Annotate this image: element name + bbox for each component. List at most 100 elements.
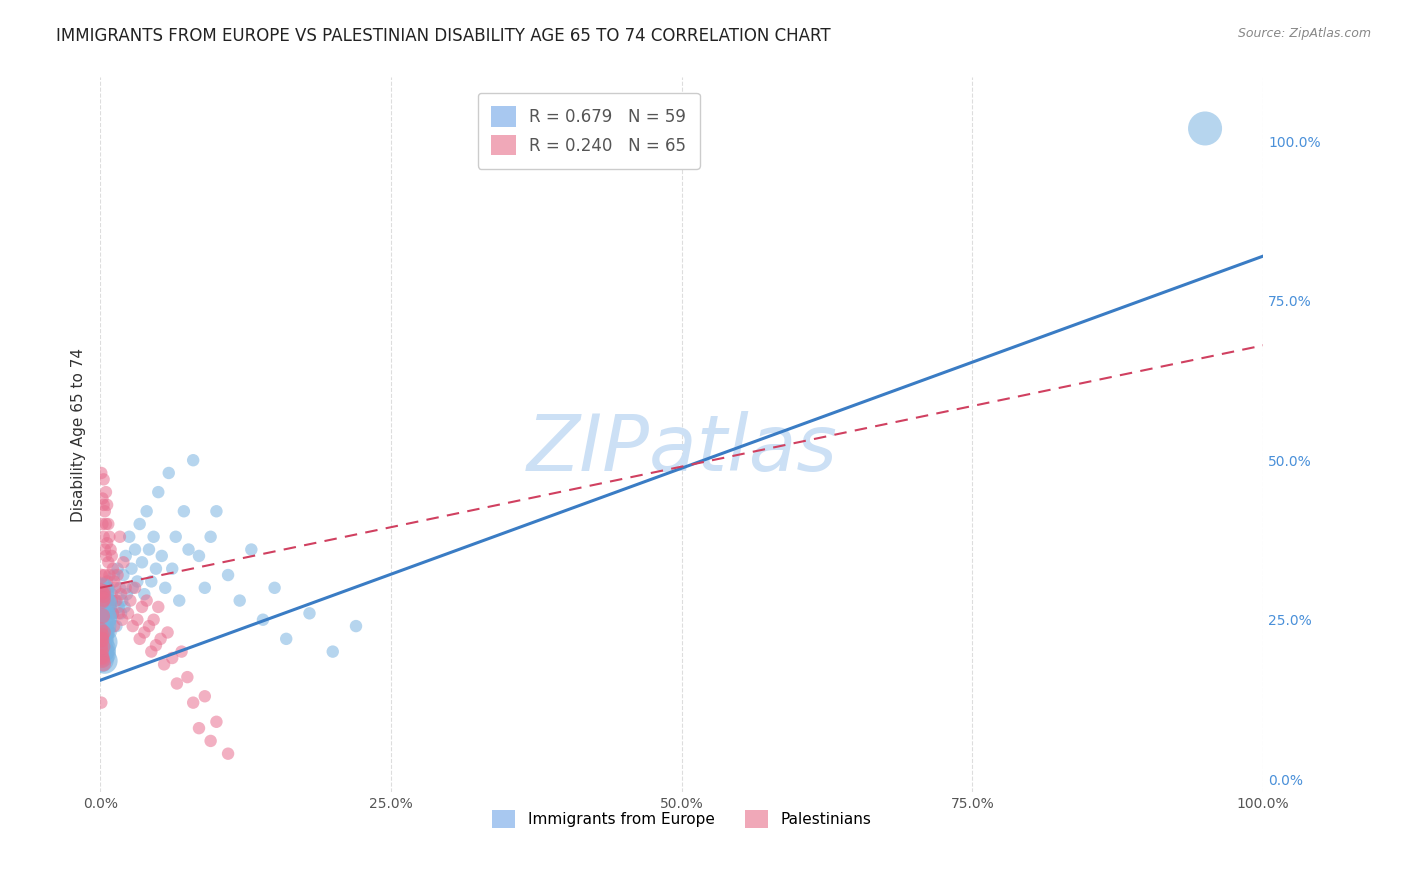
Point — [91, 632, 114, 646]
Point — [100, 593, 122, 607]
Point — [90, 629, 112, 643]
Point — [128, 516, 150, 531]
Point — [90, 644, 112, 658]
Point — [98, 530, 121, 544]
Point — [90, 583, 112, 598]
Point — [91, 647, 114, 661]
Point — [101, 562, 124, 576]
Point — [89, 623, 111, 637]
Point — [298, 607, 321, 621]
Point — [228, 593, 250, 607]
Point — [200, 734, 222, 748]
Point — [90, 466, 112, 480]
Point — [117, 607, 139, 621]
Point — [176, 670, 198, 684]
Point — [93, 618, 115, 632]
Point — [100, 542, 122, 557]
Point — [94, 504, 117, 518]
Point — [89, 583, 111, 598]
Point — [121, 619, 143, 633]
Point — [114, 599, 136, 614]
Point — [165, 530, 187, 544]
Point — [107, 568, 129, 582]
Point — [93, 597, 115, 611]
Point — [120, 593, 142, 607]
Point — [93, 657, 115, 671]
Point — [157, 466, 180, 480]
Point — [90, 569, 112, 583]
Point — [91, 516, 114, 531]
Point — [94, 542, 117, 557]
Point — [112, 555, 135, 569]
Point — [90, 623, 112, 637]
Point — [142, 530, 165, 544]
Point — [90, 628, 112, 642]
Point — [181, 453, 204, 467]
Point — [94, 485, 117, 500]
Text: ZIPatlas: ZIPatlas — [526, 411, 837, 487]
Point — [118, 530, 141, 544]
Point — [93, 635, 115, 649]
Point — [177, 542, 200, 557]
Point — [135, 504, 157, 518]
Point — [97, 555, 120, 569]
Text: Source: ZipAtlas.com: Source: ZipAtlas.com — [1237, 27, 1371, 40]
Point — [322, 645, 344, 659]
Point — [111, 593, 134, 607]
Point — [217, 747, 239, 761]
Point — [93, 530, 115, 544]
Point — [149, 632, 172, 646]
Point — [91, 595, 114, 609]
Point — [205, 504, 228, 518]
Point — [166, 676, 188, 690]
Point — [97, 581, 120, 595]
Point — [111, 613, 134, 627]
Point — [96, 536, 118, 550]
Point — [1194, 121, 1216, 136]
Point — [103, 574, 125, 589]
Point — [91, 608, 114, 623]
Point — [127, 574, 149, 589]
Point — [98, 568, 121, 582]
Point — [115, 587, 138, 601]
Point — [188, 721, 211, 735]
Point — [93, 613, 115, 627]
Point — [90, 633, 112, 648]
Point — [93, 588, 115, 602]
Point — [91, 625, 114, 640]
Point — [93, 472, 115, 486]
Point — [94, 516, 117, 531]
Point — [108, 581, 131, 595]
Point — [94, 593, 117, 607]
Point — [104, 581, 127, 595]
Point — [93, 654, 115, 668]
Point — [145, 638, 167, 652]
Point — [91, 584, 114, 599]
Point — [134, 587, 156, 601]
Point — [110, 587, 132, 601]
Point — [93, 610, 115, 624]
Point — [90, 696, 112, 710]
Point — [127, 613, 149, 627]
Point — [100, 549, 122, 563]
Point — [107, 599, 129, 614]
Point — [90, 645, 112, 659]
Point — [124, 581, 146, 595]
Point — [108, 530, 131, 544]
Point — [217, 568, 239, 582]
Point — [90, 635, 112, 649]
Point — [93, 592, 115, 607]
Text: IMMIGRANTS FROM EUROPE VS PALESTINIAN DISABILITY AGE 65 TO 74 CORRELATION CHART: IMMIGRANTS FROM EUROPE VS PALESTINIAN DI… — [56, 27, 831, 45]
Point — [263, 581, 285, 595]
Point — [96, 574, 118, 589]
Point — [91, 650, 114, 665]
Point — [90, 649, 112, 664]
Point — [162, 651, 184, 665]
Point — [148, 599, 170, 614]
Point — [114, 549, 136, 563]
Point — [100, 599, 122, 614]
Point — [121, 581, 143, 595]
Point — [142, 613, 165, 627]
Point — [173, 504, 195, 518]
Point — [93, 498, 115, 512]
